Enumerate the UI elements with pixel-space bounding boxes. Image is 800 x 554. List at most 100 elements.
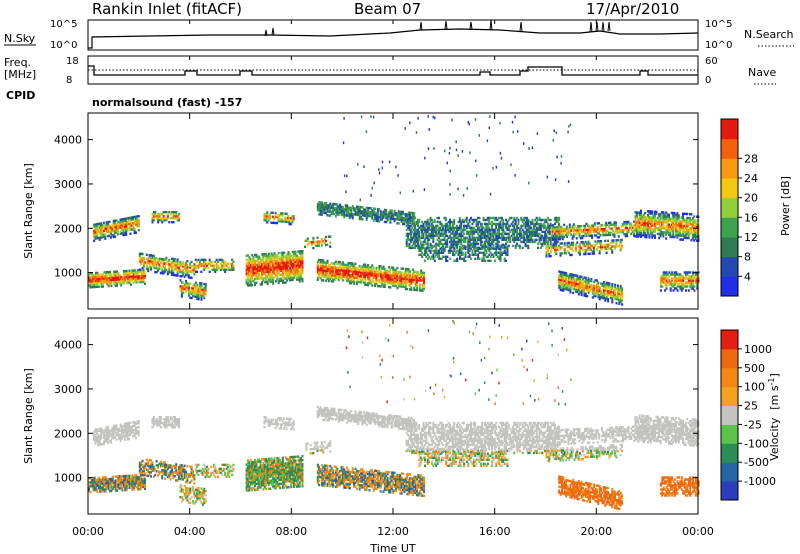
power-cell-3920 xyxy=(591,234,594,237)
power-cell-864 xyxy=(203,260,206,264)
power-cell-596 xyxy=(157,259,159,262)
power-cell-3623 xyxy=(452,251,454,254)
power-cell-322 xyxy=(108,226,111,229)
power-cell-4119 xyxy=(563,248,566,251)
power-cell-1085 xyxy=(262,253,265,256)
power-cell-1942 xyxy=(323,265,326,268)
power-cell-3735 xyxy=(491,253,494,256)
power-cell-3479 xyxy=(551,244,554,248)
power-cell-2449 xyxy=(414,282,417,286)
power-cell-2256 xyxy=(379,273,382,276)
power-cell-1921 xyxy=(320,275,323,278)
power-cell-2257 xyxy=(379,271,382,274)
power-cell-2007 xyxy=(334,266,337,269)
power-cell-3496 xyxy=(553,240,556,244)
power-cell-1222 xyxy=(277,255,280,259)
power-cell-977 xyxy=(249,270,252,273)
power-cell-369 xyxy=(119,226,122,229)
power-cell-1927 xyxy=(320,259,323,262)
power-cell-1027 xyxy=(255,259,258,263)
power-cell-2117 xyxy=(354,274,357,277)
power-cell-321 xyxy=(108,228,111,231)
power-cell-1863 xyxy=(404,213,407,216)
power-cell-2416 xyxy=(407,272,410,275)
power-cell-409 xyxy=(126,223,129,226)
power-cell-2211 xyxy=(371,278,374,281)
power-cell-2344 xyxy=(395,274,397,278)
power-cell-1719 xyxy=(362,210,365,213)
power-cell-377 xyxy=(121,224,123,227)
power-cell-1563 xyxy=(319,201,322,204)
power-cell-1077 xyxy=(262,269,265,272)
power-cell-2471 xyxy=(418,287,421,290)
power-cell-2623 xyxy=(422,236,425,240)
power-cell-1389 xyxy=(297,264,300,267)
power-cell-2348 xyxy=(396,286,399,290)
power-cell-513 xyxy=(173,217,176,220)
power-cell-790 xyxy=(194,291,197,294)
power-cell-914 xyxy=(224,260,227,264)
power-cell-3859 xyxy=(571,225,574,228)
power-cell-3551 xyxy=(425,255,428,258)
power-cell-571 xyxy=(151,260,154,263)
power-cell-2386 xyxy=(403,285,406,288)
power-cell-3573 xyxy=(433,255,436,258)
power-cell-1519 xyxy=(312,240,315,244)
power-cell-263 xyxy=(95,231,98,234)
power-cell-3040 xyxy=(485,238,488,242)
power-cell-2179 xyxy=(365,273,368,277)
power-cell-3450 xyxy=(545,220,548,224)
power-cell-2099 xyxy=(351,276,354,279)
power-cell-2229 xyxy=(374,270,377,273)
power-cell-3599 xyxy=(442,251,445,254)
power-cell-3903 xyxy=(585,222,588,226)
power-cell-4472 xyxy=(598,286,601,289)
power-cell-1764 xyxy=(376,219,379,223)
power-cell-3824 xyxy=(560,227,563,231)
power-cell-818 xyxy=(200,294,203,297)
power-cell-3160 xyxy=(500,226,503,230)
power-cell-3274 xyxy=(520,234,523,238)
power-cell-3902 xyxy=(585,228,588,232)
power-cell-2364 xyxy=(399,283,402,286)
power-cell-813 xyxy=(199,286,202,289)
power-cell-180 xyxy=(128,273,131,276)
power-cell-586 xyxy=(154,256,157,260)
power-cell-2485 xyxy=(421,285,424,288)
power-cell-2472 xyxy=(418,285,421,288)
power-cell-483 xyxy=(159,217,162,220)
power-heatmap xyxy=(88,115,700,306)
power-cell-2313 xyxy=(389,272,392,275)
power-cell-3041 xyxy=(485,236,488,240)
power-cell-2805 xyxy=(450,238,453,242)
power-cell-729 xyxy=(193,269,196,272)
power-cell-3710 xyxy=(482,251,485,254)
power-cell-3530 xyxy=(558,218,561,222)
power-cell-3879 xyxy=(578,233,581,236)
power-cell-918 xyxy=(226,266,229,270)
power-cell-447 xyxy=(136,225,139,228)
power-cell-1495 xyxy=(287,214,290,218)
power-cell-2295 xyxy=(386,275,389,279)
power-cell-775 xyxy=(190,288,193,292)
power-cell-461 xyxy=(151,217,154,220)
power-cell-1904 xyxy=(316,262,319,266)
power-cell-3052 xyxy=(486,234,489,238)
power-cell-1170 xyxy=(272,268,275,271)
power-cell-1237 xyxy=(280,267,283,270)
power-cell-2032 xyxy=(339,261,342,264)
power-cell-3309 xyxy=(525,240,528,244)
power-cell-3580 xyxy=(435,245,438,248)
power-cell-793 xyxy=(194,285,197,288)
power-cell-1995 xyxy=(333,276,336,279)
power-cell-997 xyxy=(252,273,255,277)
power-cell-1957 xyxy=(326,269,329,273)
cpid-value: normalsound (fast) -157 xyxy=(92,96,242,109)
power-cell-2709 xyxy=(435,230,438,234)
power-cell-2033 xyxy=(340,277,343,280)
power-cell-254 xyxy=(94,233,97,236)
power-cell-1573 xyxy=(322,207,325,211)
power-cell-328 xyxy=(109,228,112,231)
power-cell-653 xyxy=(172,261,175,265)
power-cell-493 xyxy=(164,217,167,220)
